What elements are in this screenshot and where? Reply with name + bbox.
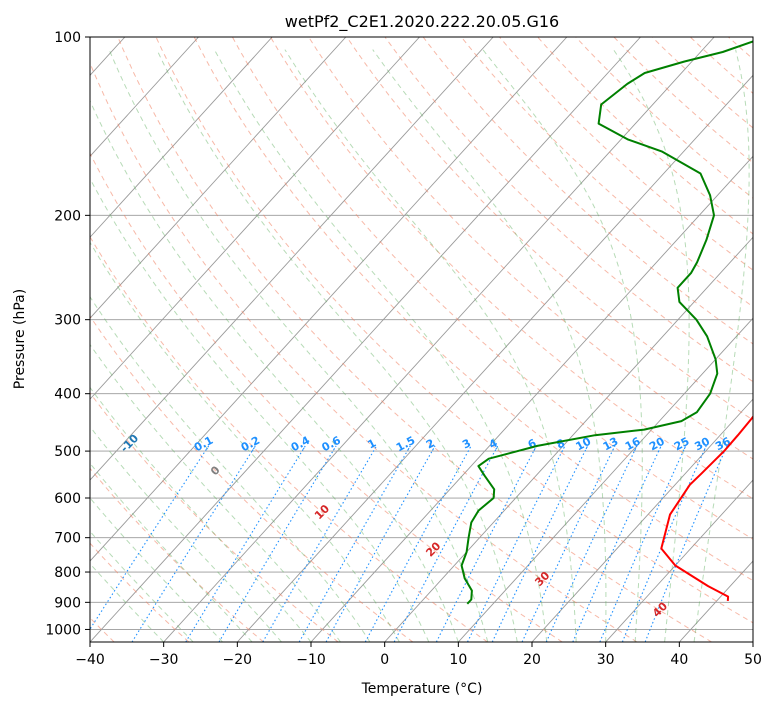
mixing-ratio-line [491,445,589,642]
y-tick-label: 900 [54,595,81,611]
y-tick-label: 200 [54,208,81,224]
mixing-ratio-label: 16 [623,435,643,454]
dry-adiabat-line [767,37,775,642]
x-tick-label: 30 [597,652,615,668]
x-tick-label: 0 [380,652,389,668]
x-tick-label: −30 [149,652,179,668]
x-tick-label: 20 [523,652,541,668]
moist-adiabat-line [284,49,577,642]
isotherm-line [237,74,753,642]
moist-adiabat-line [108,49,489,642]
isotherm-line [90,37,420,400]
dry-adiabat-line [460,37,753,308]
x-axis-ticks: −40 −30 −20 −10 0 10 20 30 40 50 [75,642,762,668]
isotherm-line [458,317,753,642]
moist-adiabat-line [90,241,400,642]
isotherm-line [531,398,753,642]
dry-adiabat-line [155,37,753,624]
isotherm-line [90,37,347,319]
y-tick-label: 100 [54,30,81,46]
dry-adiabat-line [231,37,753,540]
moist-adiabat-line [90,177,430,642]
profile-lines [460,40,753,605]
plot-frame [89,36,754,643]
y-tick-label: 700 [54,531,81,547]
moist-adiabat-line [156,49,518,642]
background-lines [90,37,775,642]
dry-adiabat-line [346,37,753,421]
moist-adiabat-line [90,99,459,642]
y-tick-label: 1000 [45,622,81,638]
dry-adiabat-line [193,37,753,582]
chart-title: wetPf2_C2E1.2020.222.20.05.G16 [285,12,559,32]
mixing-ratio-label: 25 [672,435,692,454]
isotherm-line [310,155,753,642]
mixing-ratio-line [131,445,256,642]
dry-adiabat-label: -20 [35,401,58,424]
mixing-ratio-line [545,445,638,642]
isotherm-line [90,37,273,238]
mixing-ratio-line [262,445,378,642]
mixing-ratio-line [572,445,662,642]
mixing-ratio-label: 30 [692,435,712,454]
y-axis-label: Pressure (hPa) [12,289,28,389]
isotherm-line [752,641,753,642]
x-tick-label: −40 [75,652,105,668]
mixing-ratio-line [364,445,472,642]
mixing-ratio-line [298,445,411,642]
mixing-ratio-line [467,445,566,642]
moist-adiabat-line [90,295,371,642]
y-axis-ticks: 100 200 300 400 500 600 700 800 900 1000 [45,30,90,638]
y-tick-label: 300 [54,313,81,329]
x-tick-label: 10 [449,652,467,668]
moist-adiabat-line [90,462,253,642]
mixing-ratio-line [325,445,436,642]
isotherm-line [605,479,753,642]
isotherm-line [90,37,641,642]
dry-adiabat-line [270,37,753,500]
moist-adiabat-line [372,49,607,642]
y-tick-label: 600 [54,491,81,507]
x-tick-label: 40 [670,652,688,668]
moist-adiabat-line [613,49,690,642]
x-axis-label: Temperature (°C) [361,681,483,697]
dry-adiabat-line [90,235,488,642]
dry-adiabat-line [90,467,264,642]
mixing-ratio-label: 36 [713,435,733,454]
moist-adiabat-line [693,49,750,642]
isotherm-line [90,37,199,157]
y-tick-label: 800 [54,565,81,581]
isotherm-line [90,37,568,562]
dewpoint-profile-line [460,40,753,605]
dry-adiabat-line [90,152,563,642]
mixing-ratio-line [599,445,687,642]
y-tick-label: 400 [54,387,81,403]
isotherm-line [163,37,715,642]
isotherm-line [90,37,494,481]
isotherm-line [384,236,753,642]
mixing-ratio-line [185,445,306,642]
temperature-profile-line [660,415,753,601]
mixing-ratio-label: 13 [601,435,621,454]
x-tick-label: 50 [744,652,762,668]
y-tick-label: 500 [54,444,81,460]
x-tick-label: −20 [223,652,253,668]
mixing-ratio-label: 20 [647,435,667,454]
dry-adiabat-line [90,315,414,642]
mixing-ratio-line [218,445,337,642]
mixing-ratio-line [90,445,210,631]
x-tick-label: −10 [296,652,326,668]
moist-adiabat-line [482,49,643,642]
